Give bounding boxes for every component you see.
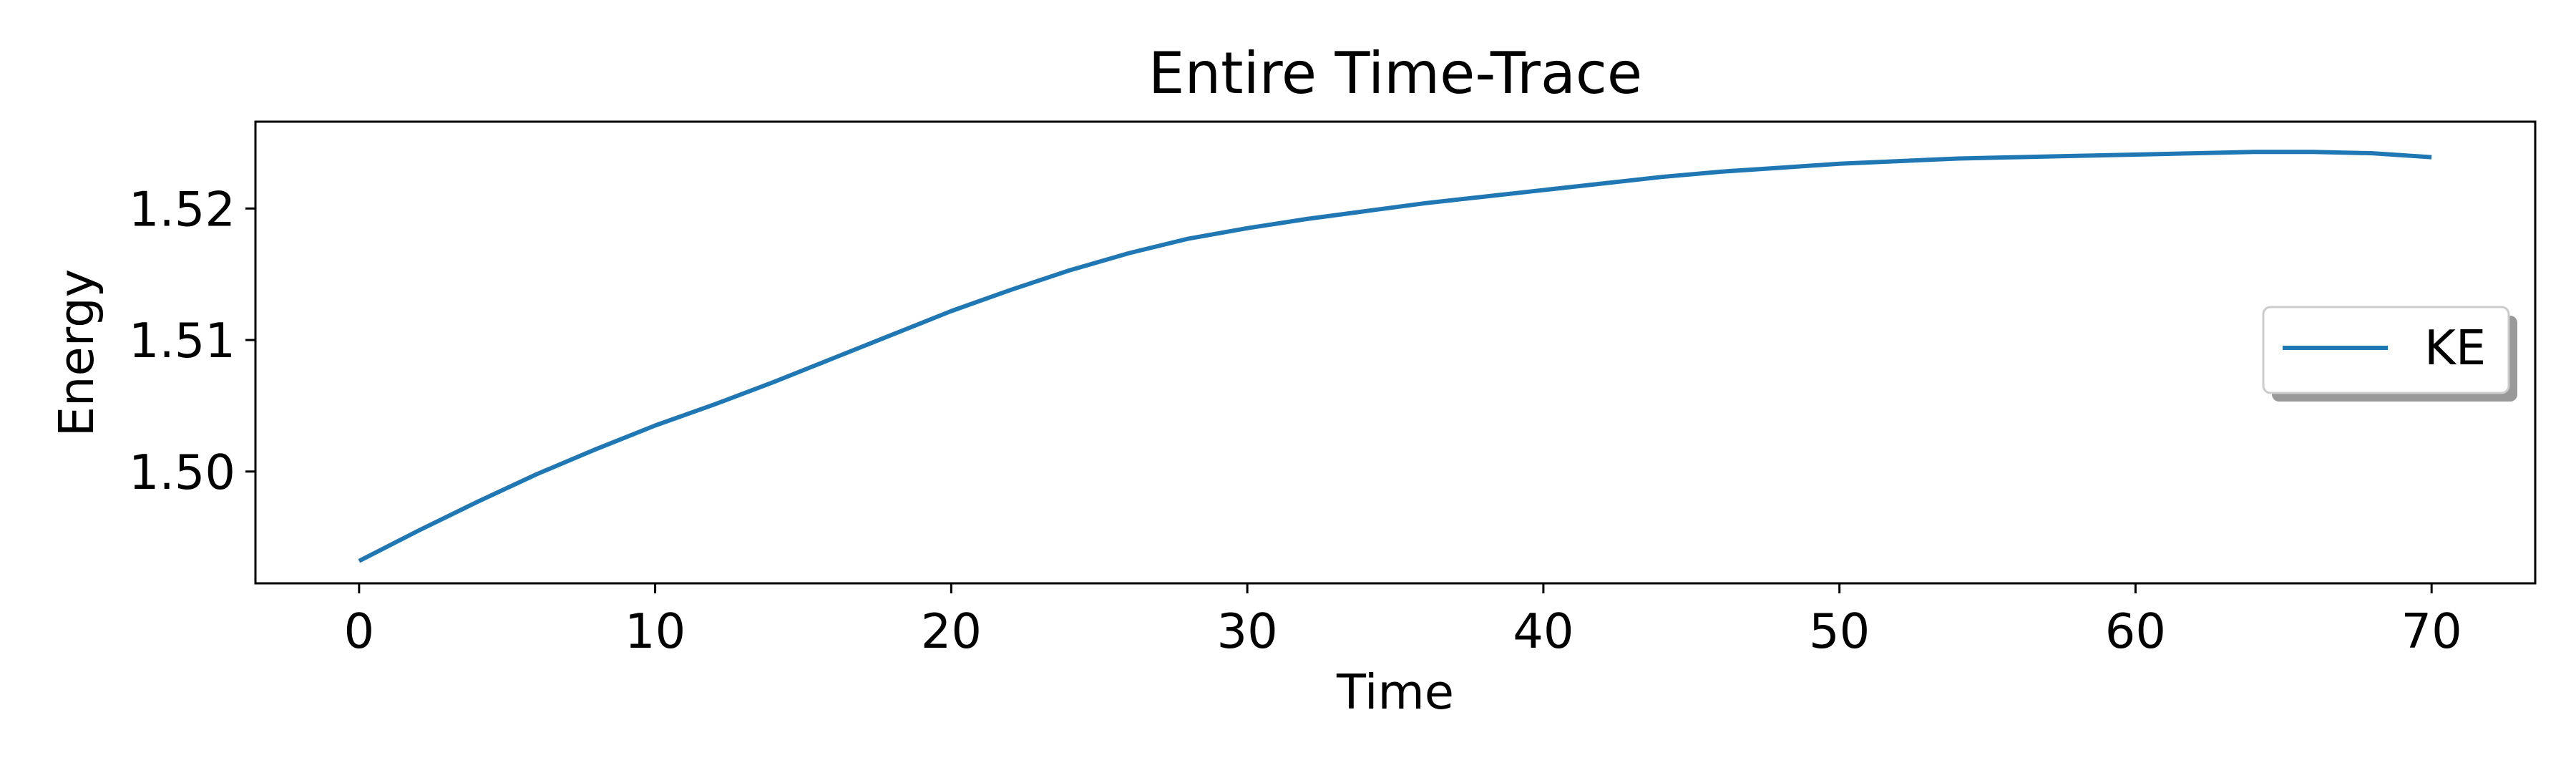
x-tick-label: 30 [1216, 603, 1277, 659]
x-tick-label: 70 [2401, 603, 2462, 659]
x-axis-label: Time [1336, 664, 1454, 720]
y-axis-label: Energy [49, 269, 104, 437]
y-tick-label: 1.50 [129, 444, 235, 500]
y-tick-label: 1.52 [129, 181, 235, 237]
legend: KE [2262, 306, 2517, 402]
x-tick-label: 40 [1513, 603, 1574, 659]
chart-title: Entire Time-Trace [1148, 40, 1642, 107]
x-tick-label: 60 [2105, 603, 2166, 659]
series-line-ke [358, 150, 2432, 563]
plot-area: 0 10 20 30 40 50 60 70 1.50 1.51 1.52 [129, 120, 2537, 659]
legend-label-ke: KE [2424, 320, 2486, 376]
plot-frame [254, 120, 2537, 585]
x-tick-label: 0 [343, 603, 374, 659]
y-axis-ticks: 1.50 1.51 1.52 [129, 181, 255, 500]
series-layer [358, 150, 2432, 563]
x-tick-label: 20 [921, 603, 982, 659]
x-axis-ticks: 0 10 20 30 40 50 60 70 [343, 583, 2462, 659]
x-tick-label: 10 [625, 603, 686, 659]
y-tick-label: 1.51 [129, 313, 235, 369]
x-tick-label: 50 [1809, 603, 1870, 659]
